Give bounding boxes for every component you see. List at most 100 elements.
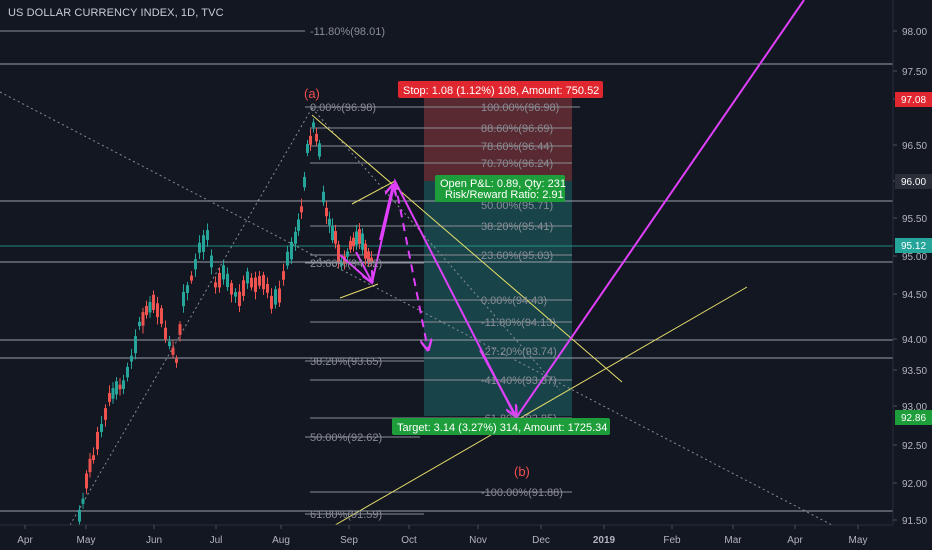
time-tick-label: Jun xyxy=(146,535,162,546)
candle-body xyxy=(111,388,115,399)
price-tick-label: 94.50 xyxy=(902,290,927,301)
candle-body xyxy=(194,259,197,270)
candle-body xyxy=(202,235,205,252)
time-tick-label: Jul xyxy=(210,535,223,546)
candle-body xyxy=(190,275,193,281)
candle-body xyxy=(141,312,145,326)
candle-body xyxy=(370,257,373,262)
candle-body xyxy=(100,424,103,432)
candle-body xyxy=(178,324,182,335)
candle-body xyxy=(254,277,257,292)
candle-body xyxy=(346,251,349,257)
candle-body xyxy=(306,144,309,153)
dotted-trendline[interactable] xyxy=(69,107,313,526)
fib-level-label: 70.70%(96.24) xyxy=(481,158,553,170)
entry-price-tag xyxy=(895,174,932,189)
candle-body xyxy=(81,498,85,504)
candle-body xyxy=(126,366,129,378)
fib-retracement-left[interactable] xyxy=(0,30,580,515)
fib-level-label: -11.80%(94.13) xyxy=(481,317,556,329)
price-tick-label: 91.50 xyxy=(902,516,927,527)
candle-body xyxy=(138,321,141,327)
candle-body xyxy=(361,233,364,250)
candle-body xyxy=(230,283,233,295)
price-tick-label: 92.50 xyxy=(902,441,927,452)
pnl-label-box[interactable] xyxy=(435,175,565,202)
candle-body xyxy=(303,177,306,188)
candle-body xyxy=(226,273,229,288)
fib-extension-right[interactable] xyxy=(310,127,572,493)
time-tick-label: Sep xyxy=(340,535,358,546)
candle-body xyxy=(286,251,289,266)
candle-body xyxy=(145,305,148,316)
candle-body xyxy=(274,289,277,305)
target-label-box[interactable] xyxy=(392,418,610,435)
candle-body xyxy=(222,265,225,280)
candle-body xyxy=(322,191,325,203)
candle-body xyxy=(266,283,269,293)
price-tick-label: 98.00 xyxy=(902,27,927,38)
candle-body xyxy=(118,384,122,390)
candle-body xyxy=(134,336,137,354)
time-tick-label: Aug xyxy=(272,535,290,546)
price-axis[interactable] xyxy=(893,0,932,525)
time-tick-label: 2019 xyxy=(593,535,616,546)
fib-level-label: -100.00%(91.88) xyxy=(481,487,563,499)
price-tick-label: 94.00 xyxy=(902,335,927,346)
dotted-trendline[interactable] xyxy=(0,91,881,550)
candle-body xyxy=(164,327,167,340)
last-price-tag-text: 95.12 xyxy=(901,241,926,252)
wave-label-b: (b) xyxy=(514,464,530,479)
candle-body xyxy=(171,347,175,355)
candle-body xyxy=(309,135,312,145)
candle-body xyxy=(315,133,318,142)
candle-body xyxy=(122,380,125,389)
candle-body xyxy=(352,237,355,247)
time-tick-label: Apr xyxy=(17,535,33,546)
candles xyxy=(78,118,373,527)
candle-body xyxy=(358,229,361,245)
candle-body xyxy=(78,509,81,522)
candle-body xyxy=(250,277,253,288)
candle-body xyxy=(96,431,99,450)
pnl-label-line1: Open P&L: 0.89, Qty: 231 xyxy=(440,178,566,190)
candle-body xyxy=(290,241,293,260)
fib-level-label: 100.00%(96.98) xyxy=(481,102,559,114)
target-price-tag xyxy=(895,410,932,425)
yellow-trendline[interactable] xyxy=(329,286,748,529)
fib-level-label: -11.80%(98.01) xyxy=(310,26,385,38)
candle-body xyxy=(85,473,88,489)
time-axis[interactable] xyxy=(0,525,932,550)
candle-body xyxy=(88,458,92,473)
candle-body xyxy=(294,231,297,244)
price-tick-label: 93.50 xyxy=(902,366,927,377)
candle-body xyxy=(364,243,367,259)
stop-price-tag-text: 97.08 xyxy=(901,95,926,106)
candle-body xyxy=(278,288,281,303)
target-zone[interactable] xyxy=(424,181,572,416)
stop-price-tag xyxy=(895,92,932,107)
fib-level-label: 0.00%(94.43) xyxy=(481,295,547,307)
candle-body xyxy=(270,295,273,309)
candle-body xyxy=(152,294,155,310)
stop-zone[interactable] xyxy=(424,98,572,181)
stop-label-box[interactable] xyxy=(398,81,603,98)
candle-body xyxy=(206,230,209,240)
fib-level-label: 23.60%(94.92) xyxy=(310,258,382,270)
fib-level-label: 38.20%(95.41) xyxy=(481,221,553,233)
candle-body xyxy=(325,207,328,217)
candle-body xyxy=(186,285,189,294)
fib-level-label: 0.00%(96.98) xyxy=(310,102,376,114)
price-tick-label: 92.00 xyxy=(902,479,927,490)
candle-body xyxy=(210,255,213,268)
candle-body xyxy=(258,276,261,286)
price-tick-label: 95.00 xyxy=(902,252,927,263)
candle-body xyxy=(318,143,321,157)
yellow-triangle-line[interactable] xyxy=(339,283,379,299)
candle-body xyxy=(182,291,185,307)
chart-symbol-title[interactable]: US DOLLAR CURRENCY INDEX, 1D, TVC xyxy=(8,7,224,19)
price-tick-label: 93.00 xyxy=(902,402,927,413)
candle-body xyxy=(198,242,201,253)
candle-body xyxy=(238,291,241,307)
